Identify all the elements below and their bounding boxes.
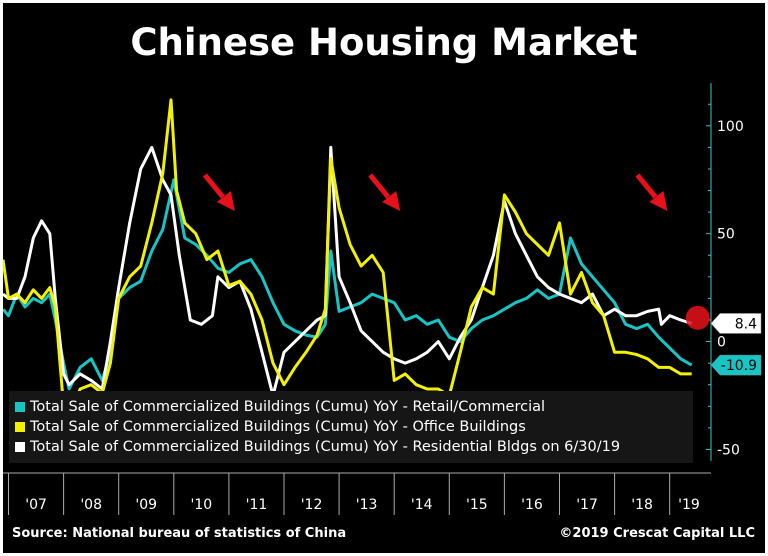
- highlight-circle: [685, 305, 710, 330]
- arrow-shaft: [202, 173, 225, 199]
- red-arrow-icon: [368, 173, 401, 211]
- arrow-shaft: [635, 173, 658, 199]
- value-tag-label: 8.4: [735, 316, 757, 332]
- series-line-retail: [3, 178, 693, 391]
- x-tick-label: '16: [521, 497, 543, 513]
- arrow-head: [216, 191, 235, 211]
- legend-swatch-office: [15, 422, 25, 432]
- arrow-head: [382, 191, 401, 211]
- legend-swatch-residential: [15, 442, 25, 452]
- y-tick-label: 100: [717, 119, 744, 135]
- value-tag-box: [710, 354, 762, 376]
- x-tick-label: '13: [356, 497, 378, 513]
- copyright-note: ©2019 Crescat Capital LLC: [559, 526, 755, 541]
- value-tag: 8.4: [710, 313, 762, 334]
- x-tick-label: '10: [191, 497, 213, 513]
- x-tick-label: '18: [631, 497, 653, 513]
- chart-legend: Total Sale of Commercialized Buildings (…: [9, 391, 693, 463]
- x-tick-label: '17: [576, 497, 598, 513]
- legend-entry-residential: Total Sale of Commercialized Buildings (…: [15, 437, 620, 457]
- red-arrow-icon: [635, 173, 668, 211]
- series-line-office: [3, 98, 692, 419]
- legend-entry-office: Total Sale of Commercialized Buildings (…: [15, 417, 526, 437]
- chart-frame: Chinese Housing Market 100 50 0 -50 '07 '08 '0…: [3, 3, 765, 553]
- x-tick-label: '15: [466, 497, 488, 513]
- line-chart: 100 50 0 -50 '07 '08 '09 '10 '11 '12 '13 '14 '15 '16 '…: [3, 83, 762, 515]
- chart-title: Chinese Housing Market: [130, 21, 638, 64]
- value-tag-label: -10.9: [721, 358, 757, 374]
- x-tick-label: '14: [411, 497, 433, 513]
- x-tick-label: '08: [80, 497, 102, 513]
- y-tick-label: -50: [717, 442, 740, 458]
- x-tick-label: '19: [678, 497, 700, 513]
- y-tick-label: 0: [717, 335, 726, 351]
- value-tag-box: [710, 313, 762, 334]
- y-tick-label: 50: [717, 227, 735, 243]
- source-note: Source: National bureau of statistics of…: [12, 526, 347, 541]
- x-tick-label: '12: [301, 497, 323, 513]
- x-tick-label: '07: [25, 497, 47, 513]
- legend-entry-retail: Total Sale of Commercialized Buildings (…: [15, 397, 545, 417]
- legend-label-residential: Total Sale of Commercialized Buildings (…: [30, 439, 621, 455]
- x-tick-label: '11: [246, 497, 268, 513]
- arrow-head: [649, 191, 668, 211]
- value-tag: -10.9: [710, 354, 762, 376]
- legend-swatch-retail: [15, 402, 25, 412]
- legend-label-retail: Total Sale of Commercialized Buildings (…: [30, 399, 546, 415]
- legend-label-office: Total Sale of Commercialized Buildings (…: [30, 419, 526, 435]
- red-arrow-icon: [202, 173, 235, 211]
- arrow-shaft: [368, 173, 391, 199]
- x-tick-label: '09: [135, 497, 157, 513]
